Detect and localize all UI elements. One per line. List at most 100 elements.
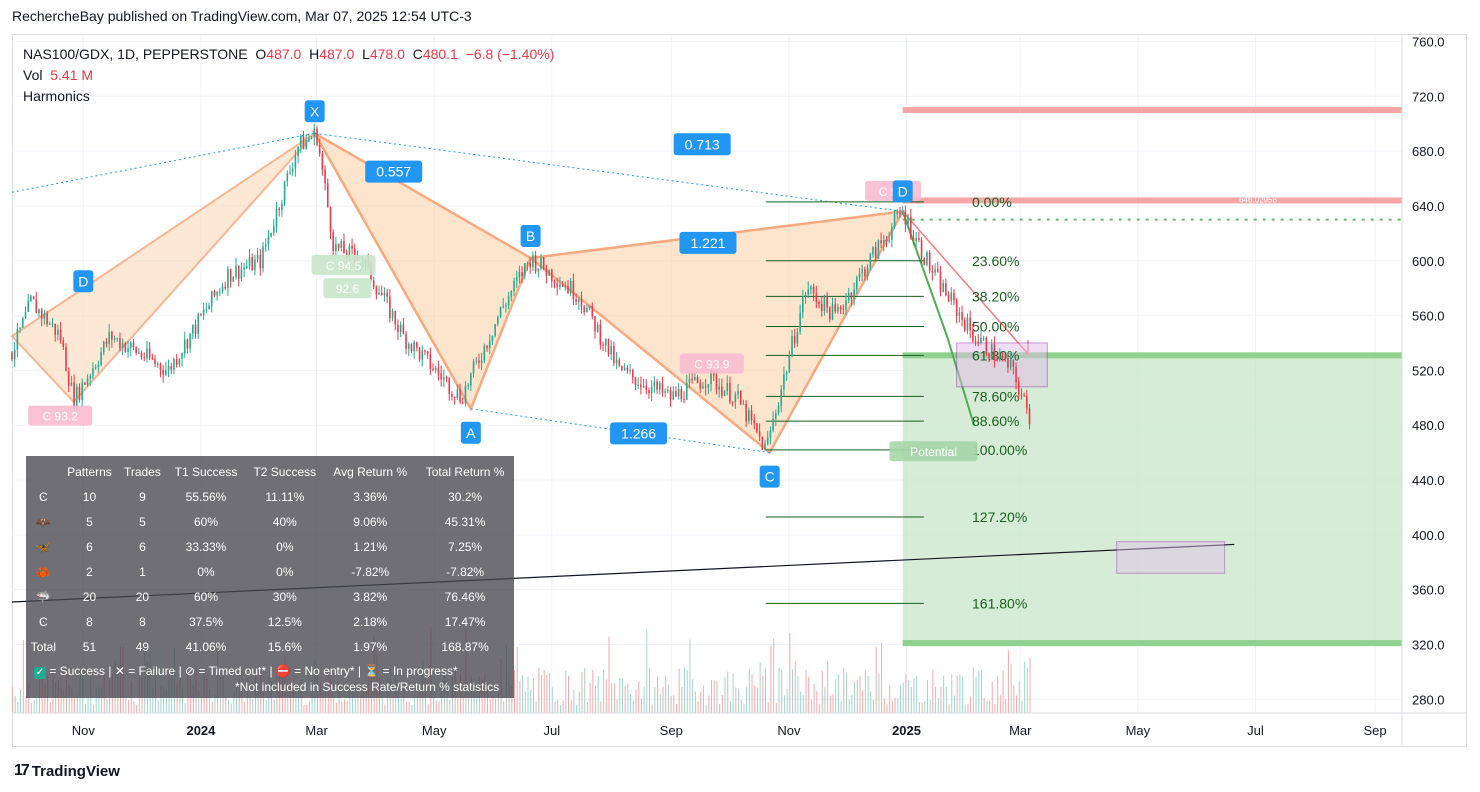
candle-body: [972, 330, 974, 342]
volume-bar: [724, 677, 726, 713]
volume-bar: [786, 688, 788, 713]
volume-bar: [98, 687, 100, 713]
candle-body: [753, 420, 756, 424]
candle-body: [78, 386, 81, 400]
candle-body: [499, 307, 502, 318]
y-tick-label: 560.0: [1412, 309, 1445, 324]
legend-c-value: 480.1: [422, 46, 458, 62]
candle-body: [999, 355, 1001, 361]
volume-bar: [419, 689, 421, 713]
volume-bar: [273, 699, 275, 713]
volume-bar: [770, 645, 772, 713]
x-tick-label: Sep: [1363, 723, 1386, 738]
x-tick-label: Jul: [543, 723, 560, 738]
candle-body: [505, 305, 507, 307]
stats-row: 🦈 20 20 60% 30% 3.82% 76.46%: [26, 584, 514, 609]
candle-body: [111, 332, 113, 340]
fib-level-label: 23.60%: [972, 253, 1019, 269]
stats-cell: 51: [82, 639, 97, 654]
candle-body: [267, 236, 270, 245]
volume-bar: [514, 670, 516, 713]
volume-bar: [33, 700, 35, 713]
volume-bar: [778, 667, 780, 713]
candle-body: [305, 139, 307, 150]
candle-body: [934, 269, 936, 273]
volume-bar: [160, 686, 162, 713]
candle-body: [1015, 366, 1017, 383]
candle-body: [119, 338, 121, 349]
candle-body: [67, 371, 70, 386]
volume-bar: [287, 691, 289, 713]
stats-table: Patterns Trades T1 Success T2 Success Avg Re…: [26, 460, 514, 659]
volume-bar: [827, 660, 829, 713]
volume-bar: [889, 685, 891, 713]
candle-body: [594, 316, 596, 332]
volume-bar: [349, 689, 351, 713]
x-tick-label: May: [422, 723, 447, 738]
volume-bar: [519, 680, 521, 713]
chart-frame[interactable]: [12, 34, 1467, 747]
volume-bar: [624, 685, 626, 713]
pattern-stat-badge: [28, 405, 93, 426]
candle-body: [777, 405, 780, 414]
y-tick-label: 320.0: [1412, 637, 1445, 652]
y-tick-label: 520.0: [1412, 363, 1445, 378]
volume-bar: [619, 678, 621, 713]
tradingview-footer[interactable]: 17 TradingView: [14, 762, 120, 780]
volume-bar: [133, 700, 135, 713]
stats-cell: 168.87%: [441, 639, 489, 654]
candle-body: [980, 338, 982, 344]
volume-bar: [392, 696, 394, 713]
volume-bar: [924, 700, 926, 713]
candle-body: [610, 345, 612, 355]
candle-body: [40, 309, 43, 319]
candle-body: [990, 344, 993, 359]
volume-bar: [603, 669, 605, 713]
candle-body: [146, 348, 148, 359]
volume-bar: [802, 695, 804, 713]
candle-body: [640, 384, 642, 388]
candle-body: [167, 366, 170, 370]
ratio-label: 0.557: [376, 164, 411, 180]
volume-bar: [729, 701, 731, 713]
candle-body: [480, 360, 483, 363]
candle-body: [181, 353, 183, 359]
candle-body: [569, 280, 572, 294]
legend-change: −6.8 (−1.40%): [465, 46, 555, 62]
volume-bar: [821, 670, 823, 713]
volume-bar: [295, 693, 297, 713]
stats-cell: 10: [82, 489, 97, 504]
candle-body: [497, 317, 499, 325]
candle-body: [688, 378, 691, 383]
candle-body: [337, 243, 340, 248]
volume-bar: [338, 684, 340, 713]
legend-l-value: 478.0: [369, 46, 405, 62]
volume-bar: [918, 702, 920, 713]
volume-bar: [406, 701, 408, 713]
candle-body: [286, 173, 289, 182]
volume-bar: [92, 704, 94, 713]
legend-indicator[interactable]: Harmonics: [23, 88, 90, 104]
volume-bar: [335, 702, 337, 713]
candle-body: [154, 359, 156, 364]
ratio-badge: [679, 231, 737, 254]
volume-bar: [848, 699, 850, 713]
candle-body: [850, 292, 853, 299]
volume-bar: [983, 697, 985, 713]
pattern-stat-label: Ͼ 93.2: [43, 410, 79, 424]
volume-bar: [136, 704, 138, 713]
volume-bar: [684, 667, 686, 713]
volume-bar: [68, 686, 70, 713]
candle-body: [437, 367, 440, 374]
candle-body: [667, 389, 669, 392]
volume-bar: [991, 681, 993, 713]
candle-body: [896, 212, 899, 215]
x-tick-label: Jul: [1247, 723, 1264, 738]
x-tick-label: Mar: [1009, 723, 1032, 738]
candle-body: [389, 296, 391, 319]
y-tick-label: 400.0: [1412, 528, 1445, 543]
volume-bar: [22, 640, 24, 713]
stats-cell: 5: [86, 514, 93, 529]
candle-body: [329, 206, 332, 233]
